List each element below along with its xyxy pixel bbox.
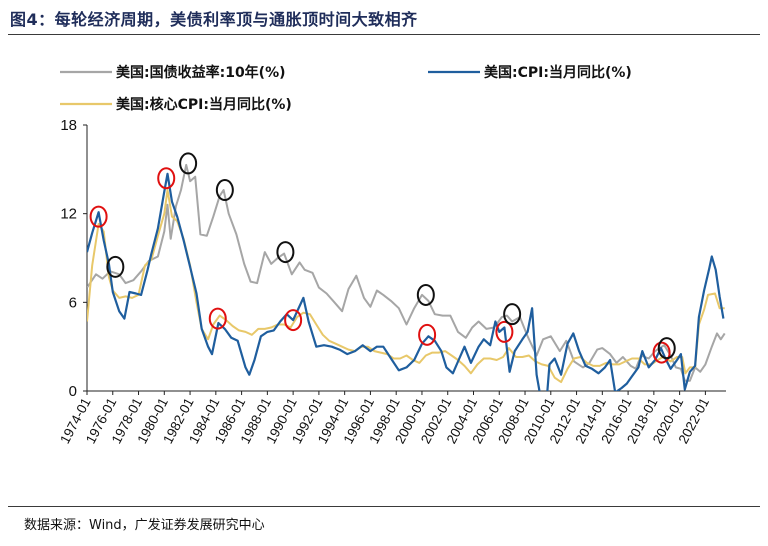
yield-peak-marker: [179, 152, 198, 175]
source-note: 数据来源：Wind，广发证券发展研究中心: [24, 518, 265, 533]
cpi-peak-marker: [157, 167, 176, 190]
yield-peak-marker: [215, 179, 234, 202]
cpi-peak-marker: [89, 205, 108, 228]
annotation-layer: [89, 152, 676, 364]
title-divider: [8, 34, 760, 35]
y-tick-label: 18: [60, 117, 77, 134]
series-line-core-cpi: [87, 189, 725, 384]
cpi-peak-marker: [284, 309, 303, 332]
axes: 0612181974-011976-011978-011980-011982-0…: [57, 117, 726, 446]
y-tick-label: 6: [69, 294, 77, 311]
source-divider: [8, 506, 760, 507]
legend: 美国:国债收益率:10年(%) 美国:CPI:当月同比(%) 美国:核心CPI:…: [60, 64, 632, 113]
cpi-peak-marker: [418, 323, 437, 346]
figure-title: 图4：每轮经济周期，美债利率顶与通胀顶时间大致相齐: [10, 10, 418, 29]
cpi-peak-marker: [208, 307, 227, 330]
legend-label-yield-10y: 美国:国债收益率:10年(%): [116, 64, 286, 81]
yield-peak-marker: [106, 255, 125, 278]
y-tick-label: 0: [69, 383, 77, 400]
series-line-cpi: [87, 172, 725, 391]
cpi-peak-marker: [495, 320, 514, 343]
series-layer: [87, 163, 726, 391]
cpi-peak-marker: [652, 341, 671, 364]
y-tick-label: 12: [60, 206, 77, 223]
yield-peak-marker: [657, 337, 676, 360]
yield-peak-marker: [416, 283, 435, 306]
yield-peak-marker: [503, 303, 522, 326]
legend-label-core-cpi: 美国:核心CPI:当月同比(%): [116, 96, 292, 113]
yield-peak-marker: [276, 241, 295, 264]
series-line-yield-10y: [87, 163, 726, 382]
legend-label-cpi: 美国:CPI:当月同比(%): [484, 64, 632, 81]
